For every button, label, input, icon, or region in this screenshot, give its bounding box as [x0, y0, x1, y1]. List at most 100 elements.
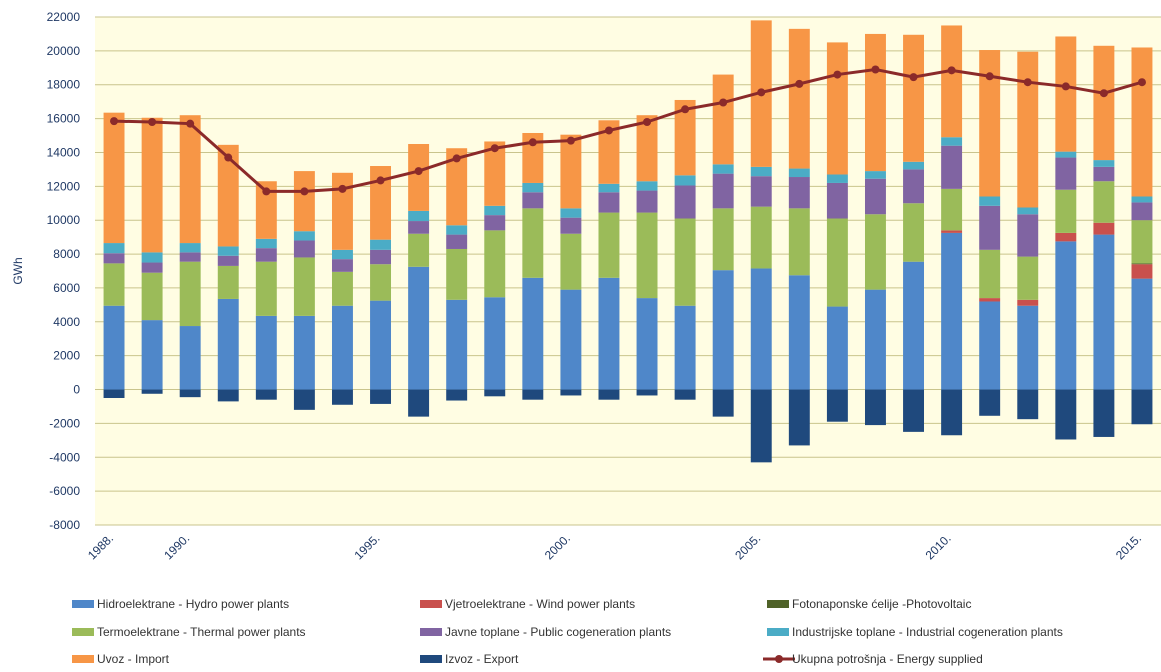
bar — [712, 173, 734, 209]
bar — [750, 389, 772, 463]
bar — [1131, 47, 1153, 197]
bar — [788, 275, 810, 390]
bar — [712, 270, 734, 390]
bar — [979, 196, 1001, 206]
bar — [903, 169, 925, 204]
line-point — [1061, 82, 1070, 91]
bar — [370, 239, 392, 250]
bar — [674, 185, 696, 219]
bar — [141, 117, 163, 253]
bar — [674, 218, 696, 306]
bar — [446, 234, 468, 249]
bar — [1055, 151, 1077, 158]
legend-label: Ukupna potrošnja - Energy supplied — [792, 652, 983, 666]
y-tick-label: 18000 — [47, 78, 81, 92]
legend-item: Uvoz - Import — [72, 652, 170, 666]
bar — [979, 205, 1001, 250]
bar — [141, 389, 163, 394]
legend-item: Javne toplane - Public cogeneration plan… — [420, 625, 671, 639]
bar — [1093, 234, 1115, 390]
bar — [103, 263, 125, 306]
line-point — [414, 167, 423, 176]
bar — [255, 261, 277, 316]
bar — [636, 181, 658, 191]
x-tick-label: 2000. — [542, 531, 573, 562]
bar — [788, 28, 810, 169]
bar — [217, 298, 239, 390]
line-point — [681, 105, 690, 114]
y-tick-label: -2000 — [49, 416, 80, 430]
line — [114, 67, 1143, 193]
bar — [408, 233, 430, 267]
bar — [255, 248, 277, 262]
y-tick-label: 20000 — [47, 44, 81, 58]
bar — [370, 389, 392, 404]
bar — [331, 389, 353, 405]
bar — [522, 208, 544, 278]
bar — [750, 268, 772, 390]
bar — [255, 315, 277, 390]
line-point — [985, 72, 994, 81]
y-tick-label: 14000 — [47, 145, 81, 159]
bar — [370, 300, 392, 390]
bar — [1055, 36, 1077, 152]
bar — [408, 210, 430, 222]
legend-label: Industrijske toplane - Industrial cogene… — [792, 625, 1063, 639]
bar — [1131, 220, 1153, 264]
bar — [788, 208, 810, 276]
bar — [1017, 389, 1039, 420]
bar — [522, 389, 544, 400]
bar — [293, 389, 315, 410]
bar — [446, 225, 468, 235]
bar — [712, 74, 734, 165]
legend-item: Industrijske toplane - Industrial cogene… — [767, 625, 1063, 639]
line-point — [338, 184, 347, 193]
legend-label: Vjetroelektrane - Wind power plants — [445, 597, 635, 611]
bar — [598, 192, 620, 213]
bar — [826, 306, 848, 390]
bar — [903, 261, 925, 390]
line-point — [795, 79, 804, 88]
x-tick-label: 1995. — [352, 531, 383, 562]
bar — [598, 120, 620, 184]
bar — [179, 243, 201, 253]
legend-swatch — [767, 600, 789, 608]
bar — [636, 212, 658, 299]
y-tick-label: 10000 — [47, 213, 81, 227]
bar — [712, 389, 734, 417]
bar — [1131, 196, 1153, 203]
line-point — [186, 119, 195, 128]
bar — [941, 137, 963, 146]
bar — [598, 183, 620, 193]
bar — [217, 265, 239, 299]
legend-swatch — [767, 628, 789, 636]
bar — [826, 389, 848, 422]
bar — [255, 389, 277, 400]
bar — [1017, 214, 1039, 257]
line-point — [871, 65, 880, 74]
bar — [370, 166, 392, 240]
bar — [1093, 160, 1115, 167]
bar — [979, 298, 1001, 302]
bar — [408, 144, 430, 211]
bar — [1017, 299, 1039, 306]
bar — [903, 203, 925, 262]
bar — [103, 389, 125, 398]
bar — [331, 271, 353, 306]
line-point — [757, 88, 766, 97]
bar — [293, 257, 315, 316]
bar — [941, 145, 963, 189]
y-tick-label: 2000 — [53, 349, 80, 363]
plot-area — [95, 17, 1161, 525]
y-tick-label: 22000 — [47, 10, 81, 24]
bar — [1017, 207, 1039, 215]
legend-swatch — [72, 655, 94, 663]
legend-label: Fotonaponske ćelije -Photovoltaic — [792, 597, 971, 611]
bar — [636, 389, 658, 396]
legend-swatch — [420, 628, 442, 636]
y-tick-label: 6000 — [53, 281, 80, 295]
bar — [141, 252, 163, 263]
bar — [941, 188, 963, 231]
bar — [408, 221, 430, 234]
